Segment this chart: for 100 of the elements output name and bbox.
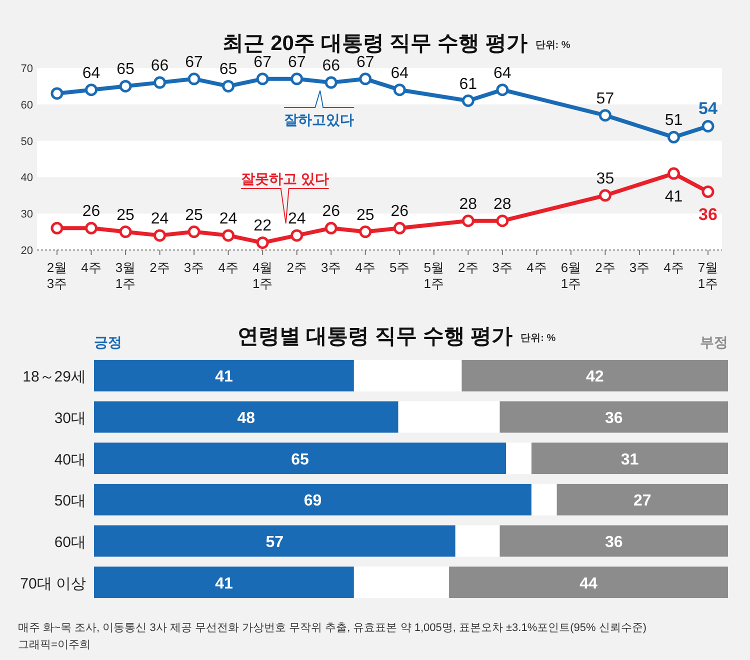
x-tick-label: 2월 3주 [46, 260, 68, 291]
data-label: 57 [596, 90, 614, 108]
point [119, 226, 132, 238]
data-label: 66 [150, 58, 169, 75]
point [85, 84, 98, 96]
point [256, 236, 269, 249]
data-label: 35 [596, 170, 614, 188]
data-label: 28 [494, 196, 512, 213]
point [50, 87, 64, 100]
x-tick-label: 4주 [81, 260, 102, 275]
legend-label: 잘하고있다 [284, 112, 354, 128]
point [702, 186, 714, 198]
data-label: 66 [322, 58, 340, 75]
data-label: 31 [620, 451, 639, 468]
point [359, 226, 372, 238]
point [290, 72, 304, 86]
data-label: 26 [82, 203, 100, 220]
y-tick-label: 60대 [54, 534, 86, 551]
point [702, 120, 714, 132]
x-tick-label: 6월 1주 [560, 260, 582, 291]
bar [94, 566, 354, 598]
bar [94, 360, 354, 392]
data-label: 41 [215, 368, 233, 386]
data-label: 25 [116, 206, 135, 224]
y-tick-label: 40 [20, 172, 33, 184]
point [598, 109, 612, 122]
x-tick-label: 2주 [595, 260, 616, 275]
y-tick-label: 30대 [54, 410, 86, 427]
data-label: 24 [219, 210, 238, 228]
point [393, 84, 406, 96]
data-label: 44 [580, 575, 598, 592]
x-tick-label: 4월 1주 [252, 260, 273, 291]
data-label: 64 [82, 64, 100, 82]
point [359, 72, 372, 86]
y-tick-label: 20 [20, 245, 33, 257]
x-tick-label: 5주 [390, 260, 410, 275]
point [324, 76, 338, 89]
data-label: 61 [459, 76, 478, 93]
x-tick-label: 4주 [526, 260, 547, 275]
chart-title: 최근 20주 대통령 직무 수행 평가 [222, 32, 528, 55]
bar [94, 401, 398, 433]
point [85, 222, 98, 234]
data-label: 25 [185, 206, 204, 224]
bar [94, 484, 532, 516]
data-label: 64 [390, 64, 409, 82]
point [462, 214, 474, 228]
point [256, 72, 269, 86]
bar [506, 442, 532, 474]
data-label: 65 [116, 61, 135, 78]
data-label: 24 [150, 210, 169, 228]
bar [531, 484, 557, 516]
data-label: 26 [390, 203, 409, 220]
data-label: 69 [304, 492, 322, 510]
bar [556, 484, 728, 516]
y-tick-label: 40대 [54, 451, 86, 468]
point [119, 80, 132, 92]
bar [94, 442, 506, 474]
bar [462, 360, 728, 392]
bar [354, 566, 450, 598]
chart-title: 연령별 대통령 직무 수행 평가 [237, 325, 513, 348]
data-label: 36 [698, 204, 718, 224]
bar [531, 442, 728, 474]
bar [500, 525, 728, 557]
point [188, 72, 200, 86]
point [667, 167, 680, 180]
x-tick-label: 5월 1주 [424, 260, 444, 291]
point [154, 76, 166, 89]
y-tick-label: 50 [20, 136, 33, 148]
data-label: 54 [698, 99, 718, 118]
x-tick-label: 3주 [492, 260, 513, 275]
data-label: 48 [237, 410, 256, 427]
data-label: 24 [288, 210, 306, 228]
y-tick-label: 50대 [54, 492, 86, 510]
x-tick-label: 3주 [629, 260, 650, 275]
text: 잘못하고 있다 [240, 170, 329, 186]
y-tick-label: 70 [20, 63, 33, 75]
series-label: 긍정 [94, 334, 122, 350]
x-tick-label: 3월 1주 [115, 260, 136, 291]
data-label: 36 [604, 410, 623, 427]
point [496, 214, 509, 228]
point [462, 94, 474, 108]
bar [500, 401, 728, 433]
bar [398, 401, 500, 433]
text: 매주 화~목 조사, 이동통신 3사 제공 무선전화 가상번호 무작위 추출, 유효표본 약 1,005명, 표본오차 ±3.1%포인트(95% 신뢰수준) [18, 622, 647, 634]
data-label: 22 [254, 218, 272, 235]
data-label: 57 [266, 534, 284, 551]
x-tick-label: 4주 [218, 260, 238, 275]
x-tick-label: 7월 1주 [698, 260, 718, 291]
bar [449, 566, 728, 598]
x-tick-label: 3주 [320, 260, 342, 275]
data-label: 64 [494, 64, 512, 82]
y-tick-label: 18～29세 [22, 368, 86, 386]
data-label: 67 [356, 54, 374, 71]
point [50, 222, 64, 234]
x-tick-label: 4주 [664, 260, 684, 275]
point [393, 222, 406, 234]
data-label: 41 [215, 575, 233, 592]
text: 그래픽=이주희 [18, 639, 90, 651]
chart-subtitle: 단위: % [535, 40, 570, 51]
point [324, 222, 338, 234]
